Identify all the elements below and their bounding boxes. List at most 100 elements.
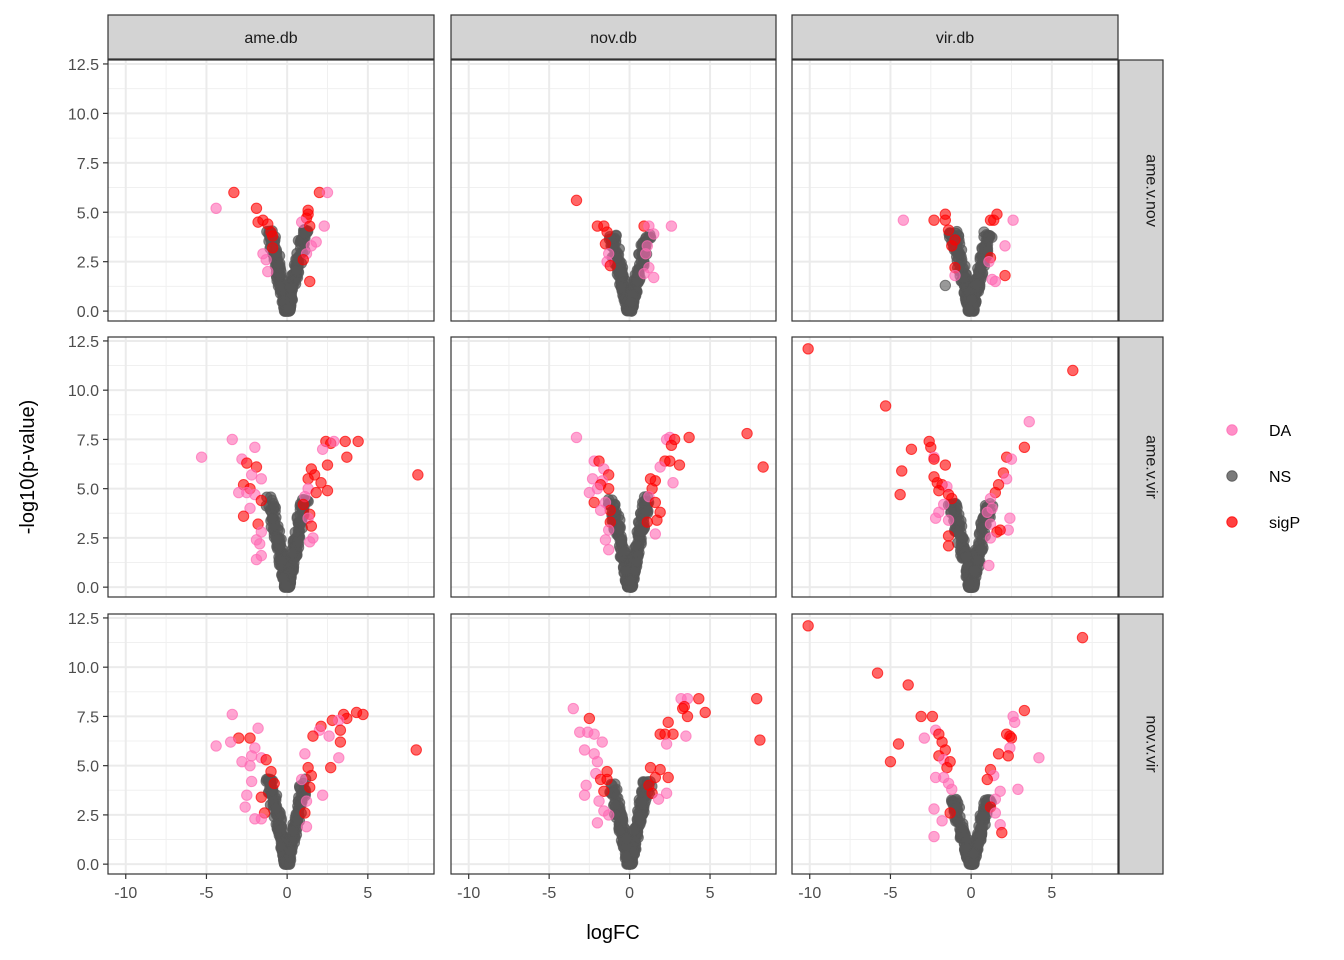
point-sigP (946, 240, 958, 252)
point-NS (282, 302, 294, 315)
x-tick-label: -5 (883, 885, 897, 902)
panel-background (451, 60, 776, 321)
point-sigP (928, 214, 940, 226)
point-DA (241, 789, 253, 801)
point-DA (986, 273, 998, 286)
point-DA (245, 750, 258, 762)
point-NS (274, 281, 286, 293)
point-DA (1012, 783, 1024, 796)
point-sigP (928, 453, 940, 465)
x-tick-label: 5 (363, 885, 372, 902)
point-DA (599, 534, 612, 546)
point-sigP (304, 220, 316, 232)
point-DA (602, 524, 615, 536)
point-sigP (266, 230, 279, 242)
point-sigP (602, 482, 615, 495)
point-DA (928, 803, 940, 815)
point-sigP (941, 761, 953, 774)
point-sigP (896, 465, 908, 477)
strip-label: ame.v.nov (1143, 154, 1160, 227)
point-sigP (673, 459, 686, 471)
legend-key (1226, 516, 1238, 528)
point-NS (275, 554, 287, 567)
point-sigP (651, 514, 663, 526)
panel-nov.v.vir-ame.db (107, 613, 435, 875)
point-NS (624, 575, 637, 587)
point-sigP (241, 457, 253, 469)
point-DA (602, 809, 615, 821)
y-tick-label: 7.5 (77, 156, 99, 173)
y-tick-label: 2.5 (77, 255, 99, 272)
point-DA (1004, 512, 1016, 524)
point-NS (963, 577, 976, 590)
point-sigP (583, 712, 596, 725)
point-NS (285, 281, 297, 294)
point-sigP (894, 488, 906, 501)
y-tick-label: 10.0 (68, 660, 99, 677)
point-sigP (598, 785, 610, 797)
point-NS (268, 500, 280, 513)
point-DA (981, 506, 993, 519)
point-sigP (892, 738, 905, 750)
point-sigP (644, 761, 657, 774)
point-DA (210, 202, 222, 214)
point-DA (245, 469, 258, 481)
point-sigP (942, 530, 955, 542)
panel-ame.v.nov-vir.db (791, 59, 1119, 322)
y-tick-label: 7.5 (77, 709, 99, 726)
point-DA (578, 789, 591, 801)
point-NS (635, 795, 647, 808)
point-sigP (871, 667, 884, 679)
point-sigP (902, 679, 914, 691)
point-sigP (926, 710, 939, 723)
point-DA (323, 730, 335, 742)
x-tick-label: 5 (1047, 885, 1056, 902)
point-DA (602, 544, 615, 556)
point-NS (630, 540, 642, 552)
y-tick-label: 10.0 (68, 383, 99, 400)
point-NS (972, 554, 984, 566)
point-sigP (802, 343, 814, 355)
point-sigP (996, 826, 1008, 839)
point-sigP (410, 744, 422, 756)
point-DA (295, 773, 308, 786)
point-NS (291, 264, 303, 277)
legend-key (1226, 424, 1238, 436)
panel-border (450, 59, 777, 322)
point-sigP (260, 754, 272, 766)
x-tick-label: -5 (542, 885, 556, 902)
point-sigP (299, 807, 311, 819)
panel-ame.v.vir-nov.db (450, 336, 777, 598)
y-axis-title: -log10(p-value) (17, 400, 39, 535)
point-sigP (641, 516, 653, 528)
point-sigP (984, 214, 997, 226)
point-DA (254, 538, 266, 550)
panel-ame.v.vir-ame.db (107, 336, 435, 598)
point-DA (249, 441, 261, 454)
point-DA (300, 795, 313, 807)
point-sigP (933, 484, 945, 497)
y-tick-label: 7.5 (77, 432, 99, 449)
point-sigP (662, 771, 674, 784)
panel-background (451, 337, 776, 597)
point-sigP (905, 443, 918, 455)
point-sigP (939, 214, 952, 226)
panel-background (792, 614, 1118, 874)
legend-item-DA: DA (1226, 423, 1292, 440)
y-tick-label: 0.0 (77, 580, 99, 597)
panel-background (792, 337, 1118, 597)
point-DA (299, 748, 311, 760)
panel-border (107, 59, 435, 322)
point-NS (280, 580, 293, 592)
point-NS (289, 526, 301, 538)
point-NS (957, 821, 969, 833)
point-DA (654, 461, 666, 473)
point-DA (591, 817, 604, 829)
point-sigP (334, 724, 347, 736)
point-NS (615, 535, 628, 547)
point-DA (252, 722, 264, 734)
point-DA (648, 271, 660, 284)
point-DA (638, 267, 650, 280)
point-DA (949, 269, 961, 282)
point-sigP (1076, 631, 1089, 644)
